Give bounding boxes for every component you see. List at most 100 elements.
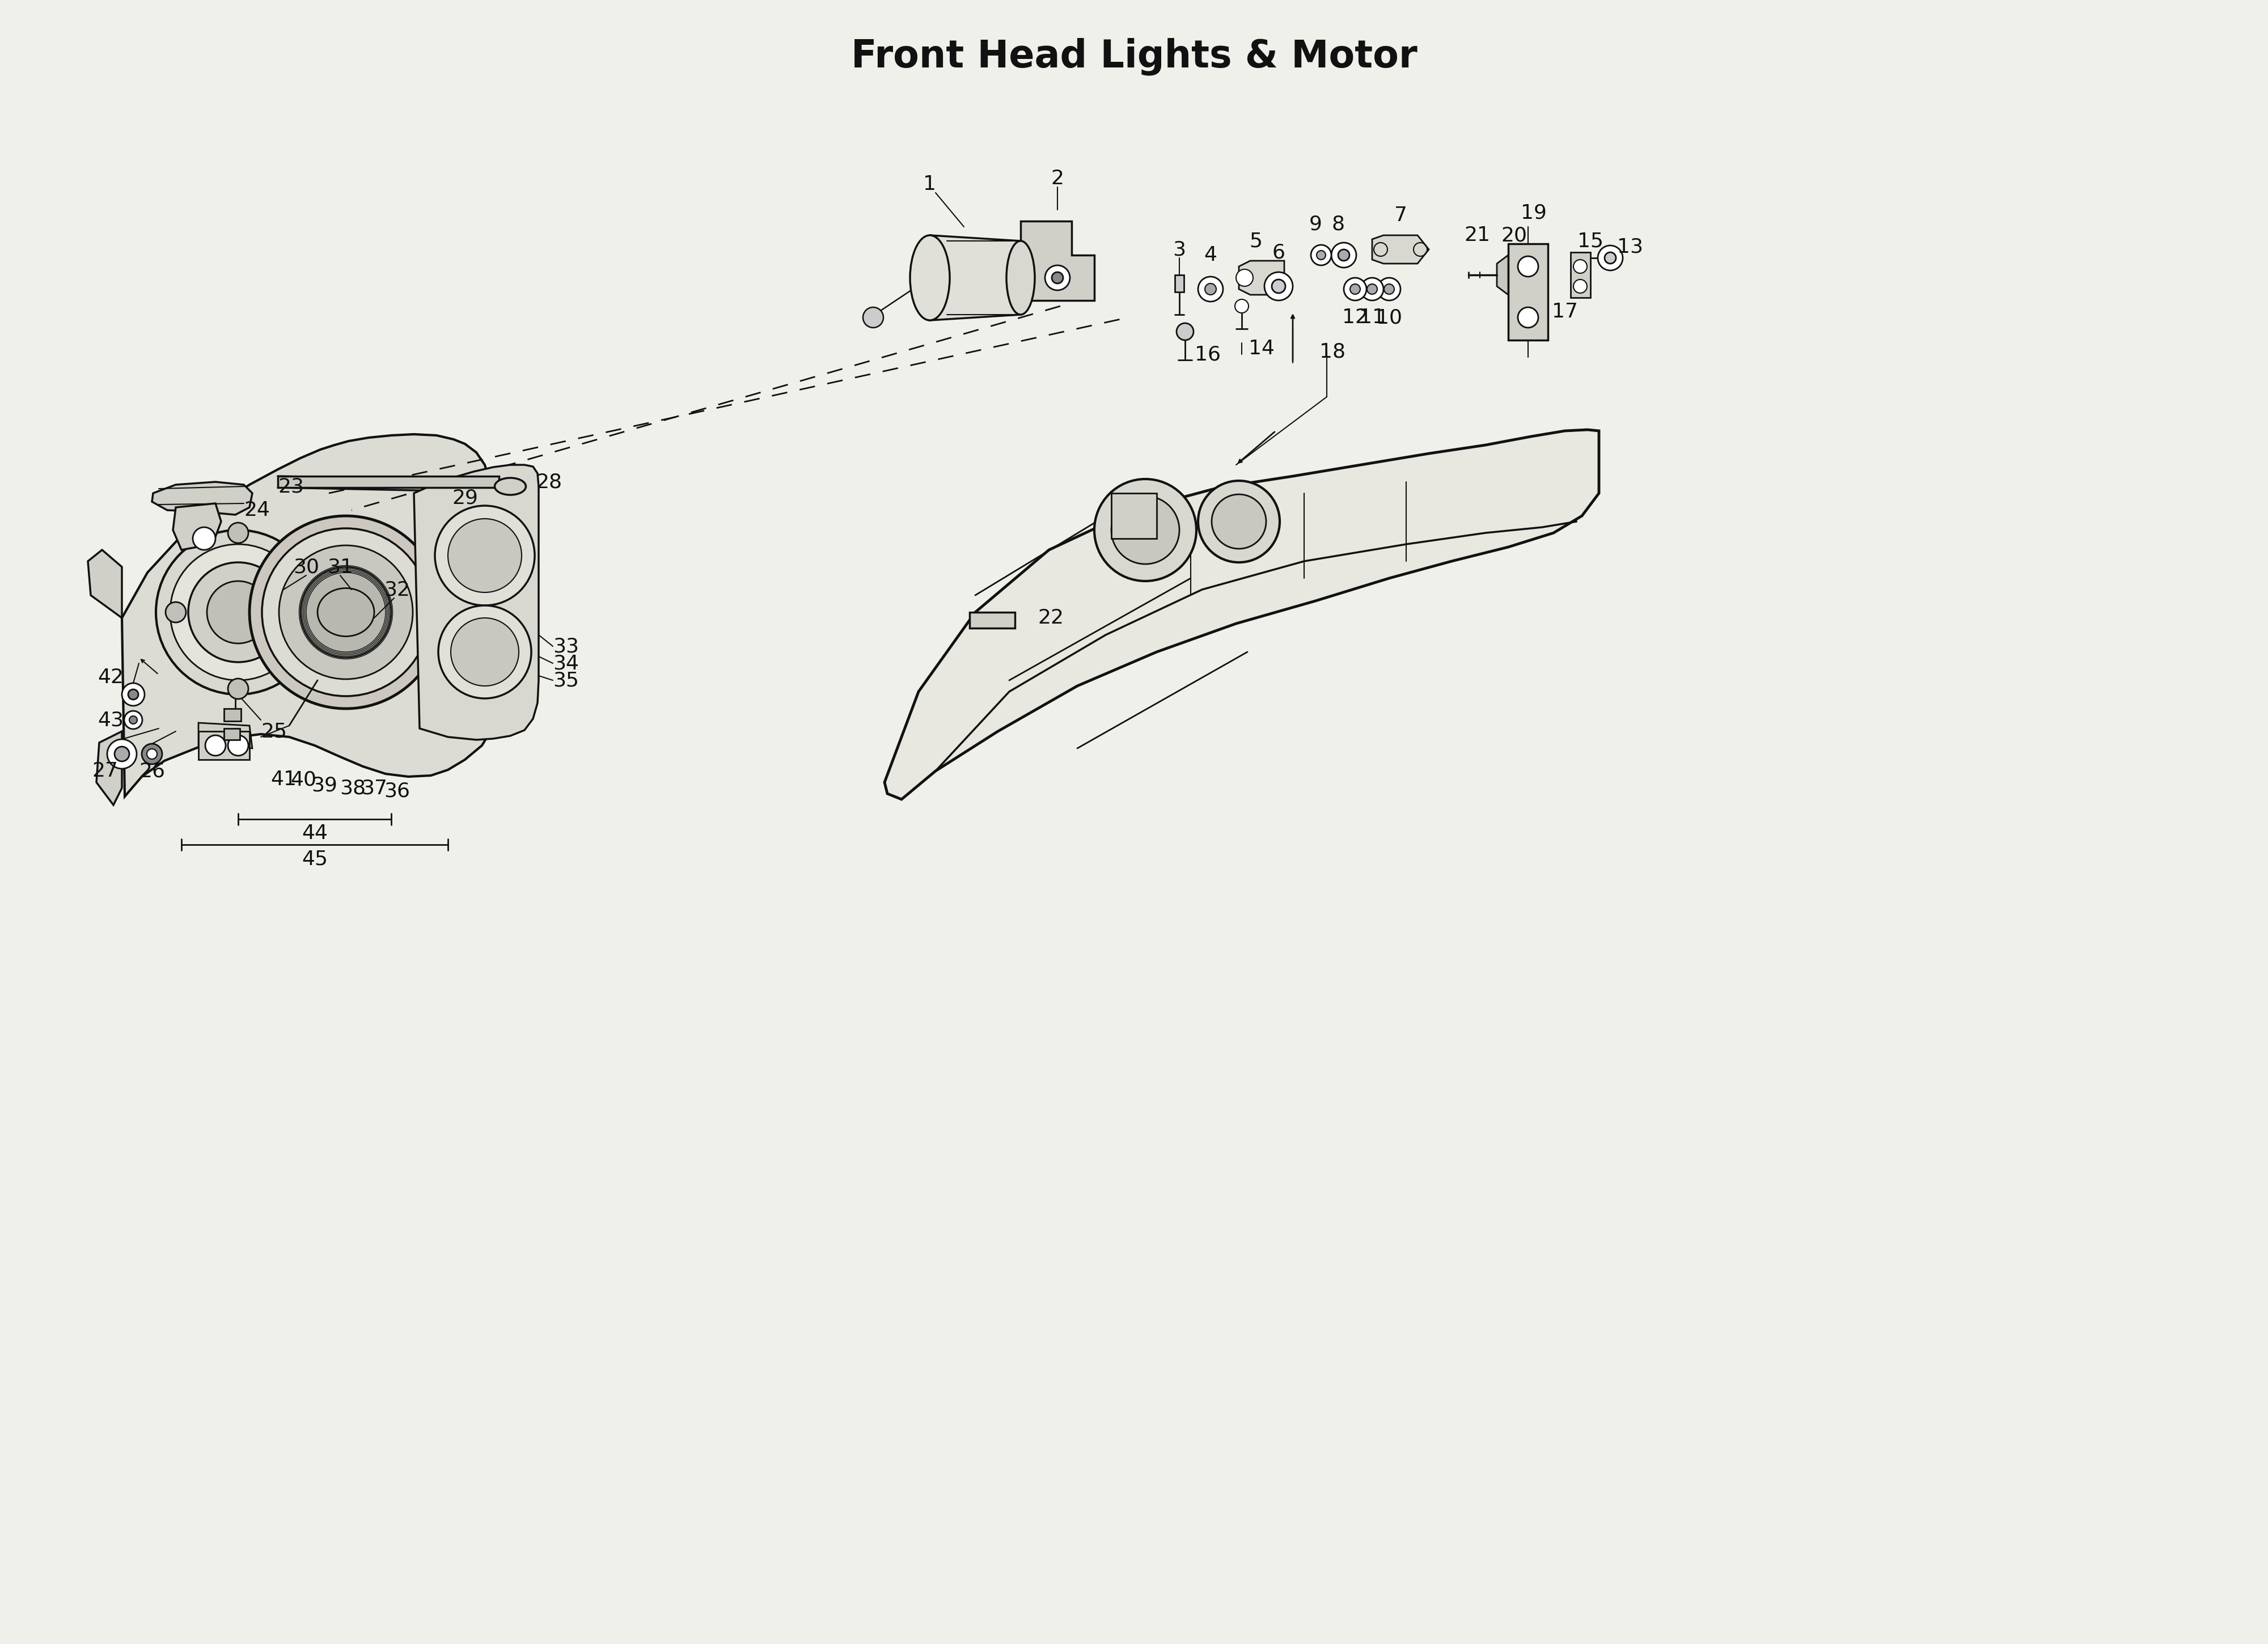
Circle shape xyxy=(1379,278,1402,301)
Polygon shape xyxy=(1372,235,1429,263)
Polygon shape xyxy=(200,723,252,748)
Circle shape xyxy=(193,528,215,549)
Circle shape xyxy=(1266,273,1293,301)
Text: 34: 34 xyxy=(553,654,578,672)
Ellipse shape xyxy=(494,478,526,495)
Text: 35: 35 xyxy=(553,671,578,690)
Text: 36: 36 xyxy=(383,781,411,801)
Circle shape xyxy=(438,605,531,699)
Circle shape xyxy=(1361,278,1383,301)
Text: 21: 21 xyxy=(1465,225,1490,245)
Text: 42: 42 xyxy=(98,667,122,687)
Text: 39: 39 xyxy=(311,776,338,794)
Text: 8: 8 xyxy=(1331,214,1345,233)
Text: Front Head Lights & Motor: Front Head Lights & Motor xyxy=(850,38,1417,76)
Bar xyxy=(971,612,1016,628)
Circle shape xyxy=(141,743,163,764)
Circle shape xyxy=(206,580,270,643)
Circle shape xyxy=(227,735,249,756)
Text: 32: 32 xyxy=(383,580,411,598)
Text: 25: 25 xyxy=(261,722,286,741)
Circle shape xyxy=(1517,256,1538,276)
Circle shape xyxy=(1236,270,1252,286)
Polygon shape xyxy=(122,434,490,796)
Polygon shape xyxy=(172,503,222,549)
Circle shape xyxy=(122,684,145,705)
Circle shape xyxy=(147,750,156,760)
Bar xyxy=(225,728,240,740)
Circle shape xyxy=(1383,284,1395,294)
Circle shape xyxy=(129,717,136,723)
Circle shape xyxy=(299,567,392,658)
Circle shape xyxy=(279,546,413,679)
Text: 43: 43 xyxy=(98,710,122,730)
Text: 11: 11 xyxy=(1359,307,1386,327)
Text: 30: 30 xyxy=(293,557,320,577)
Circle shape xyxy=(1204,283,1216,294)
Bar xyxy=(1569,252,1590,298)
Polygon shape xyxy=(1021,220,1093,301)
Text: 9: 9 xyxy=(1309,214,1322,233)
Circle shape xyxy=(227,523,249,543)
Circle shape xyxy=(862,307,885,327)
Circle shape xyxy=(1338,250,1349,261)
Circle shape xyxy=(1606,252,1615,263)
Circle shape xyxy=(1211,495,1266,549)
Circle shape xyxy=(1272,279,1286,293)
Circle shape xyxy=(1331,243,1356,268)
Circle shape xyxy=(1574,279,1588,293)
Circle shape xyxy=(1198,276,1222,301)
Text: 23: 23 xyxy=(277,477,304,496)
Text: 41: 41 xyxy=(270,769,297,789)
Circle shape xyxy=(1052,273,1064,283)
Polygon shape xyxy=(95,732,122,806)
Text: 29: 29 xyxy=(451,488,479,508)
Circle shape xyxy=(1177,324,1193,340)
Text: 20: 20 xyxy=(1501,225,1526,245)
Text: 27: 27 xyxy=(91,761,118,781)
Bar xyxy=(200,732,249,760)
Circle shape xyxy=(1111,496,1179,564)
Text: 45: 45 xyxy=(302,850,327,868)
Circle shape xyxy=(435,506,535,605)
Text: 38: 38 xyxy=(340,778,365,797)
Circle shape xyxy=(263,528,431,695)
Circle shape xyxy=(156,529,320,694)
Ellipse shape xyxy=(909,235,950,321)
Circle shape xyxy=(188,562,288,663)
Circle shape xyxy=(127,689,138,700)
Text: 13: 13 xyxy=(1617,237,1642,256)
Circle shape xyxy=(1046,265,1070,291)
Ellipse shape xyxy=(1007,242,1034,314)
Text: 2: 2 xyxy=(1050,169,1064,187)
Text: 17: 17 xyxy=(1551,302,1579,322)
Text: 1: 1 xyxy=(923,174,937,194)
Text: 14: 14 xyxy=(1247,339,1275,358)
Text: 22: 22 xyxy=(1039,608,1064,628)
Polygon shape xyxy=(1497,255,1508,294)
Circle shape xyxy=(1234,299,1247,312)
Text: 24: 24 xyxy=(245,500,270,520)
Text: 18: 18 xyxy=(1320,342,1345,362)
Text: 10: 10 xyxy=(1377,307,1402,327)
Circle shape xyxy=(249,516,442,709)
Text: 16: 16 xyxy=(1195,345,1220,363)
Circle shape xyxy=(1349,284,1361,294)
Circle shape xyxy=(1198,480,1279,562)
Text: 26: 26 xyxy=(138,761,166,781)
Polygon shape xyxy=(885,429,1599,799)
Text: 44: 44 xyxy=(302,824,327,843)
Text: 6: 6 xyxy=(1272,243,1286,261)
Polygon shape xyxy=(930,235,1021,321)
Text: 33: 33 xyxy=(553,636,578,656)
Bar xyxy=(277,477,499,488)
Circle shape xyxy=(125,710,143,728)
Circle shape xyxy=(166,602,186,623)
Text: 4: 4 xyxy=(1204,245,1218,265)
Circle shape xyxy=(1093,478,1198,580)
Circle shape xyxy=(107,740,136,769)
Text: 15: 15 xyxy=(1579,232,1603,250)
Text: 5: 5 xyxy=(1250,232,1263,250)
Circle shape xyxy=(1315,250,1325,260)
Circle shape xyxy=(1597,245,1624,270)
